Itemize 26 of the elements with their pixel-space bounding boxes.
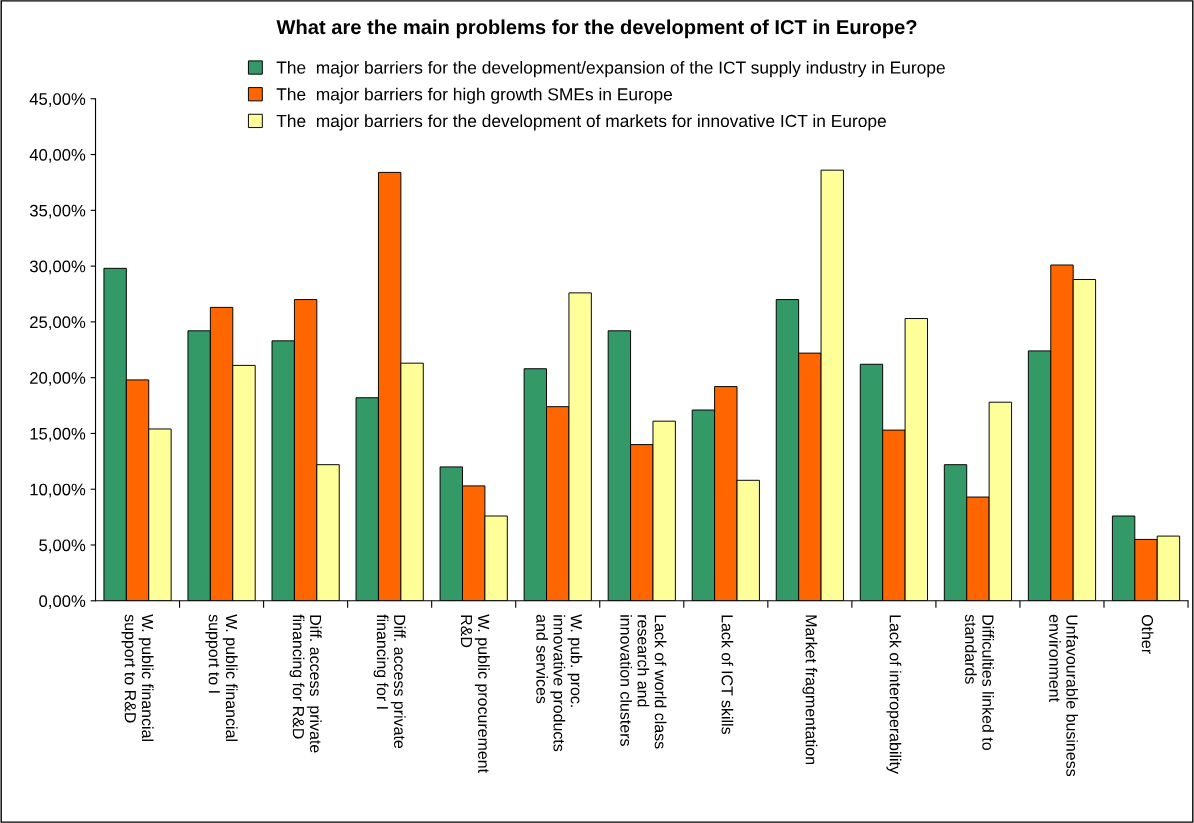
x-tick-label: Lack of interoperability <box>886 615 902 774</box>
legend-label: The major barriers for the development of markets for innovative ICT in Europe <box>276 114 886 131</box>
x-tick-label: Unfavourable business environment <box>1049 614 1079 777</box>
y-tick-label: 40,00% <box>29 148 86 163</box>
x-tick-label: W. public procurement R&D <box>460 614 490 773</box>
y-tick-label: 10,00% <box>30 483 86 498</box>
x-tick-label: Diff. access private financing for I <box>373 614 406 749</box>
x-tick-label: W. pub. proc. innovative products and services <box>536 614 583 752</box>
y-tick-label: 25,00% <box>30 316 86 331</box>
x-tick-label: Diff. access private financing for R&D <box>289 614 322 753</box>
y-tick-label: 5,00% <box>39 539 86 554</box>
legend-label: The major barriers for the development/expansion of the ICT supply industry in Europe <box>276 60 945 78</box>
legend-label: The major barriers for high growth SMEs in Europe <box>276 87 673 104</box>
x-tick-label: Market fragmentation <box>802 615 818 765</box>
x-tick-label: W. public financial support to R&D <box>121 614 154 741</box>
x-tick-label: Lack of ICT skills <box>721 615 734 735</box>
y-tick-label: 45,00% <box>29 93 86 107</box>
y-tick-label: 30,00% <box>29 260 86 275</box>
y-tick-label: 35,00% <box>29 204 86 219</box>
x-tick-label: Difficulties linked to standards <box>965 614 994 750</box>
chart-title: What are the main problems for the development of ICT in Europe? <box>276 19 917 39</box>
x-tick-label: W. public financial support to I <box>205 614 238 741</box>
y-tick-label: 15,00% <box>30 427 86 442</box>
y-tick-label: 20,00% <box>30 372 86 386</box>
x-tick-label: Other <box>1141 614 1154 654</box>
y-tick-label: 0,00% <box>39 595 86 609</box>
